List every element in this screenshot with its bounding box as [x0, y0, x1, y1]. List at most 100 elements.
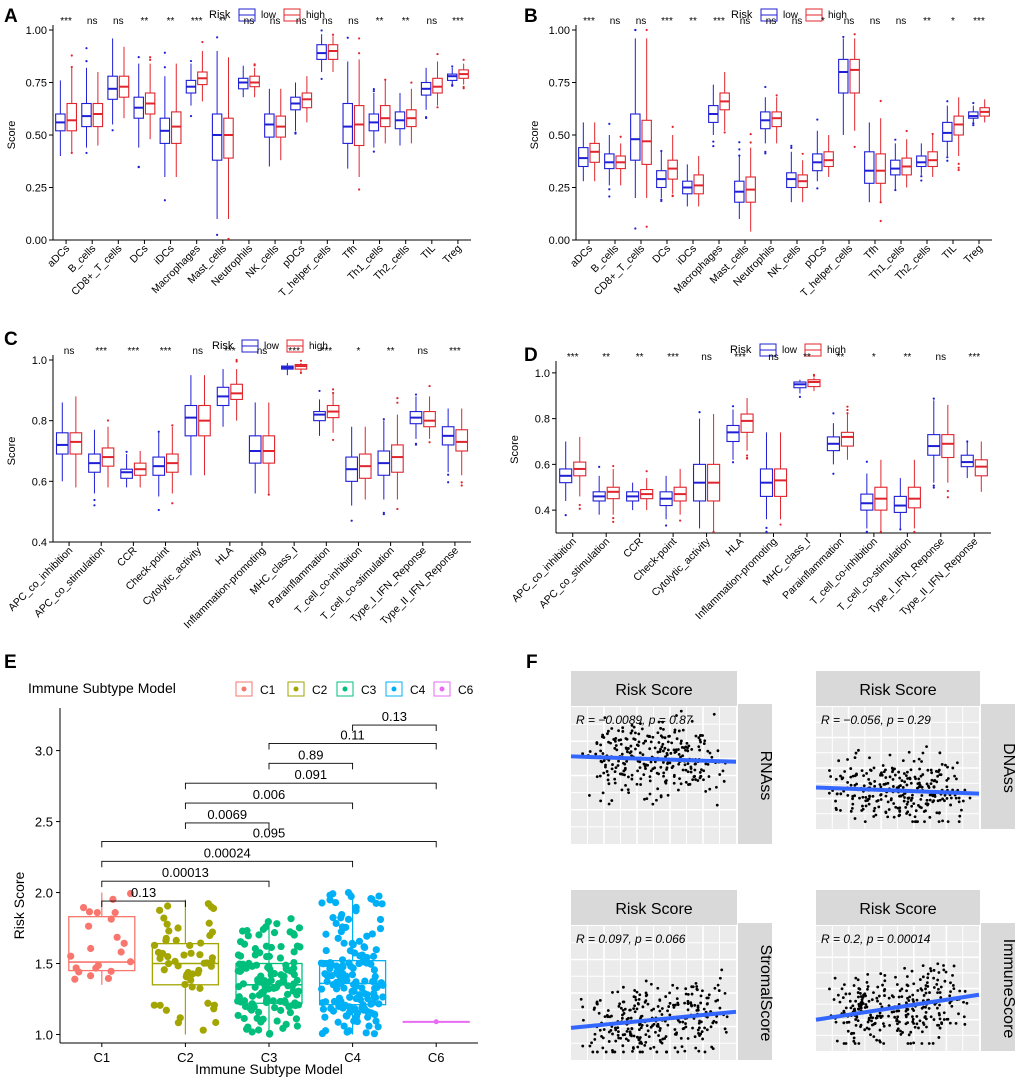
scatter-point [623, 773, 626, 777]
significance-label: *** [734, 352, 746, 363]
scatter-point [686, 762, 690, 766]
data-point [79, 904, 88, 912]
outlier-point [227, 237, 230, 241]
box-iqr [927, 434, 941, 456]
scatter-point [696, 1028, 700, 1032]
scatter-point [907, 750, 911, 754]
outlier-point [382, 418, 385, 421]
scatter-point [872, 809, 876, 813]
outlier-point [149, 56, 152, 59]
scatter-point [671, 764, 675, 768]
scatter-point [588, 794, 591, 797]
scatter-point [606, 732, 609, 736]
scatter-point [943, 799, 946, 803]
box-high [907, 459, 921, 533]
y-tick-label: 2.0 [35, 886, 53, 901]
scatter-point [904, 806, 908, 809]
box-low [812, 118, 823, 190]
data-point [318, 1029, 326, 1038]
comparison-bracket: 0.89 [268, 747, 354, 770]
scatter-point [614, 1039, 618, 1043]
scatter-point [601, 733, 605, 737]
scatter-point [908, 777, 912, 781]
scatter-point [857, 987, 861, 990]
scatter-point [867, 777, 871, 781]
scatter-point [873, 780, 877, 783]
scatter-point [664, 781, 668, 785]
box-iqr [66, 102, 78, 132]
scatter-point [694, 981, 698, 985]
box-low [159, 51, 171, 202]
box-iqr [823, 151, 834, 168]
data-point [348, 987, 356, 996]
outlier-point [410, 81, 413, 84]
box-low [342, 36, 353, 169]
scatter-point [857, 1007, 861, 1011]
scatter-point [856, 1019, 860, 1023]
box-iqr [864, 151, 875, 184]
scatter-point [714, 1020, 718, 1024]
scatter-point [936, 774, 940, 778]
box-high [641, 28, 652, 228]
box-high [118, 46, 130, 119]
scatter-point [659, 747, 662, 751]
outlier-point [578, 507, 581, 510]
scatter-point [886, 815, 890, 819]
scatter-point [926, 972, 930, 976]
scatter-point [697, 745, 701, 749]
significance-label: ns [296, 16, 307, 27]
scatter-point [891, 778, 895, 781]
scatter-point [595, 1001, 599, 1005]
y-tick-label: 0.25 [549, 183, 570, 195]
scatter-point [668, 991, 672, 995]
box-high [979, 99, 990, 123]
data-point [294, 987, 303, 995]
legend-risk-title: Risk [209, 9, 231, 21]
scatter-point [591, 1050, 595, 1054]
box-high [92, 72, 104, 146]
comparison-bracket: 0.095 [101, 825, 437, 848]
scatter-point [672, 1003, 675, 1007]
scatter-point [925, 745, 928, 749]
outlier-point [645, 28, 648, 32]
scatter-point [937, 820, 941, 824]
scatter-point [622, 1012, 626, 1015]
scatter-point [601, 791, 605, 795]
scatter-point [660, 1007, 664, 1010]
scatter-point [851, 802, 855, 806]
scatter-point [906, 1021, 909, 1025]
scatter-point [911, 820, 915, 824]
box-iqr [81, 102, 92, 128]
x-tick-label: TIL [419, 243, 438, 262]
scatter-point [581, 1005, 585, 1009]
box-low [441, 408, 455, 484]
box-high [326, 388, 340, 442]
scatter-point [684, 1025, 688, 1029]
outlier-point [414, 393, 418, 396]
scatter-point [661, 720, 665, 724]
scatter-point [829, 775, 833, 778]
scatter-point [581, 1044, 585, 1048]
y-axis-title: Score [509, 435, 521, 464]
box-high [901, 129, 912, 188]
scatter-point [877, 805, 881, 809]
scatter-point [849, 767, 853, 770]
box-low [559, 441, 573, 517]
outlier-point [331, 438, 335, 442]
box-low [734, 141, 745, 219]
scatter-point [898, 1020, 901, 1024]
box-high [380, 78, 391, 144]
scatter-point [658, 999, 662, 1002]
scatter-point [874, 813, 878, 817]
scatter-point [913, 815, 917, 819]
box-low [248, 402, 262, 494]
data-point [318, 899, 326, 907]
scatter-point [656, 1005, 660, 1008]
scatter-point [615, 748, 619, 752]
scatter-point [903, 966, 907, 970]
scatter-point [884, 776, 888, 779]
scatter-point [602, 759, 606, 763]
scatter-point [949, 981, 952, 985]
